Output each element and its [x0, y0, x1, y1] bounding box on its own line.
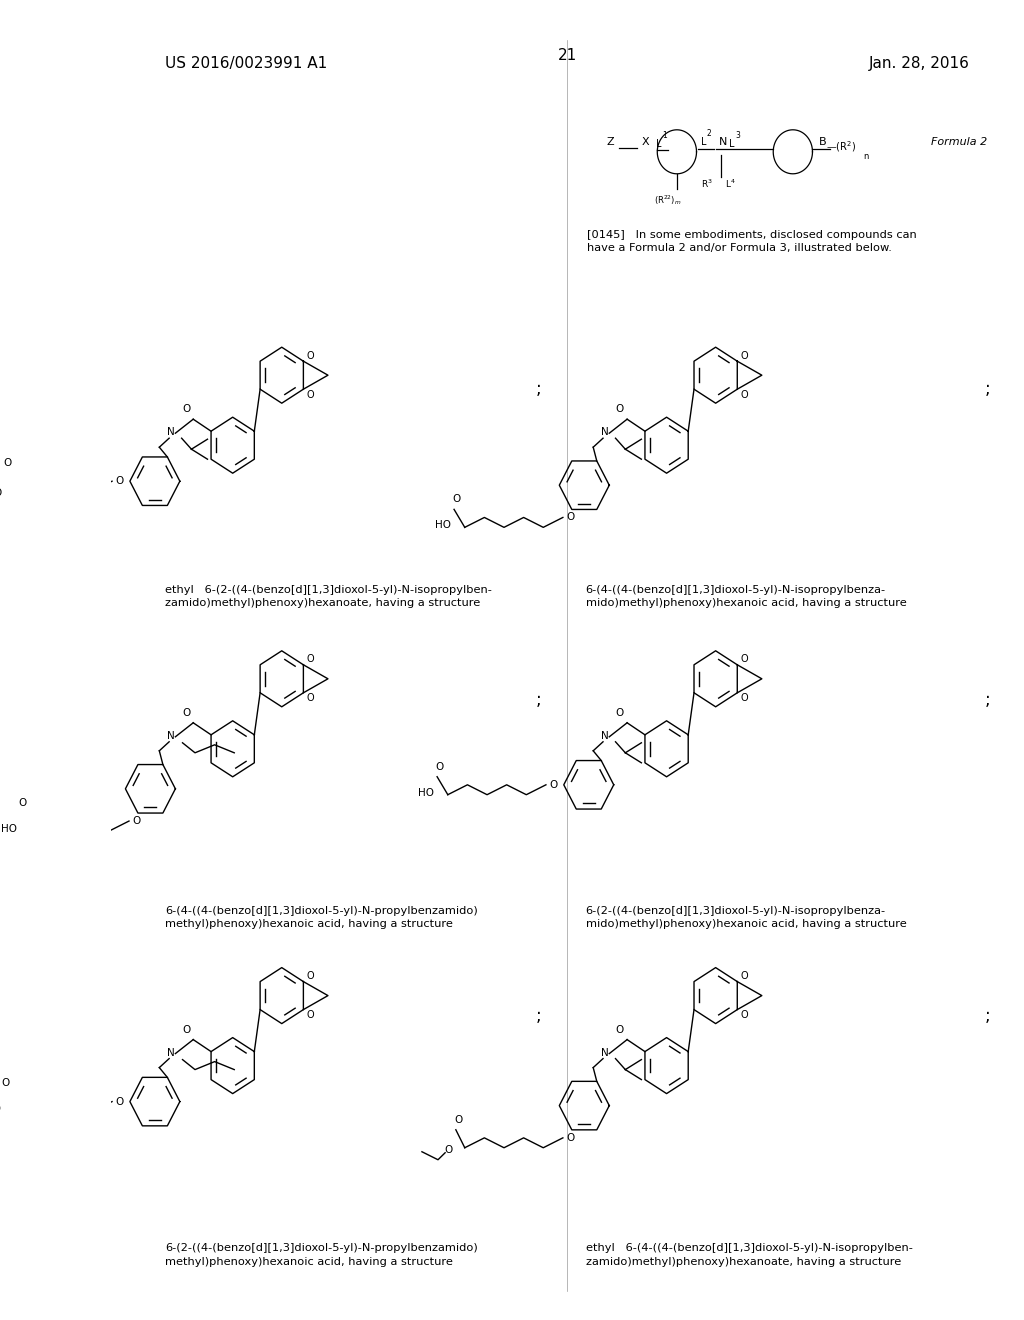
Text: L: L — [700, 137, 707, 147]
Text: O: O — [306, 1010, 314, 1020]
Text: O: O — [444, 1144, 453, 1155]
Text: L: L — [656, 139, 662, 149]
Text: O: O — [306, 351, 314, 360]
Text: O: O — [306, 389, 314, 400]
Text: ethyl   6-(4-((4-(benzo[d][1,3]dioxol-5-yl)-N-isopropylben-
zamido)methyl)phenox: ethyl 6-(4-((4-(benzo[d][1,3]dioxol-5-yl… — [586, 1243, 912, 1267]
Text: O: O — [3, 458, 12, 469]
Text: (R$^{22}$)$_m$: (R$^{22}$)$_m$ — [654, 193, 682, 207]
Text: O: O — [566, 1133, 574, 1143]
Text: O: O — [115, 477, 123, 486]
Text: N: N — [167, 428, 175, 437]
Text: O: O — [615, 404, 624, 414]
Text: O: O — [306, 655, 314, 664]
Text: O: O — [182, 708, 190, 718]
Text: O: O — [740, 1010, 749, 1020]
Text: Z: Z — [606, 137, 613, 147]
Text: O: O — [615, 708, 624, 718]
Text: O: O — [182, 1024, 190, 1035]
Text: O: O — [115, 1097, 123, 1106]
Text: L$^4$: L$^4$ — [725, 178, 736, 190]
Text: O: O — [0, 488, 2, 498]
Text: ;: ; — [985, 690, 990, 709]
Text: HO: HO — [435, 520, 452, 531]
Text: O: O — [435, 762, 444, 772]
Text: HO: HO — [419, 788, 434, 797]
Text: N: N — [719, 137, 727, 147]
Text: O: O — [306, 972, 314, 981]
Text: O: O — [740, 972, 749, 981]
Text: N: N — [601, 1048, 608, 1057]
Text: US 2016/0023991 A1: US 2016/0023991 A1 — [165, 55, 328, 71]
Text: 2: 2 — [707, 129, 712, 139]
Text: O: O — [566, 512, 574, 523]
Text: O: O — [740, 693, 749, 704]
Text: 6-(4-((4-(benzo[d][1,3]dioxol-5-yl)-N-propylbenzamido)
methyl)phenoxy)hexanoic a: 6-(4-((4-(benzo[d][1,3]dioxol-5-yl)-N-pr… — [165, 906, 478, 929]
Text: ;: ; — [536, 1007, 541, 1026]
Text: 21: 21 — [558, 48, 577, 63]
Text: 1: 1 — [663, 131, 667, 140]
Text: X: X — [642, 137, 649, 147]
Text: O: O — [18, 799, 27, 808]
Text: Jan. 28, 2016: Jan. 28, 2016 — [868, 55, 969, 71]
Text: O: O — [182, 404, 190, 414]
Text: O: O — [549, 780, 557, 789]
Text: O: O — [740, 389, 749, 400]
Text: ;: ; — [985, 1007, 990, 1026]
Text: O: O — [740, 655, 749, 664]
Text: O: O — [740, 351, 749, 360]
Text: 6-(2-((4-(benzo[d][1,3]dioxol-5-yl)-N-isopropylbenza-
mido)methyl)phenoxy)hexano: 6-(2-((4-(benzo[d][1,3]dioxol-5-yl)-N-is… — [586, 906, 906, 929]
Text: R$^3$: R$^3$ — [701, 178, 713, 190]
Text: —(R$^2$): —(R$^2$) — [826, 140, 856, 154]
Text: [0145]   In some embodiments, disclosed compounds can
have a Formula 2 and/or Fo: [0145] In some embodiments, disclosed co… — [588, 230, 918, 253]
Text: n: n — [863, 152, 868, 161]
Text: ethyl   6-(2-((4-(benzo[d][1,3]dioxol-5-yl)-N-isopropylben-
zamido)methyl)phenox: ethyl 6-(2-((4-(benzo[d][1,3]dioxol-5-yl… — [165, 585, 493, 609]
Text: N: N — [601, 731, 608, 741]
Text: ;: ; — [536, 380, 541, 399]
Text: L: L — [729, 139, 735, 149]
Text: O: O — [453, 495, 461, 504]
Text: N: N — [167, 731, 175, 741]
Text: N: N — [601, 428, 608, 437]
Text: Formula 2: Formula 2 — [931, 137, 987, 148]
Text: 6-(4-((4-(benzo[d][1,3]dioxol-5-yl)-N-isopropylbenza-
mido)methyl)phenoxy)hexano: 6-(4-((4-(benzo[d][1,3]dioxol-5-yl)-N-is… — [586, 585, 906, 609]
Text: O: O — [615, 1024, 624, 1035]
Text: 3: 3 — [735, 131, 740, 140]
Text: ;: ; — [985, 380, 990, 399]
Text: O: O — [455, 1115, 463, 1125]
Text: HO: HO — [1, 824, 17, 834]
Text: ;: ; — [536, 690, 541, 709]
Text: B: B — [819, 137, 827, 147]
Text: O: O — [2, 1078, 10, 1089]
Text: 6-(2-((4-(benzo[d][1,3]dioxol-5-yl)-N-propylbenzamido)
methyl)phenoxy)hexanoic a: 6-(2-((4-(benzo[d][1,3]dioxol-5-yl)-N-pr… — [165, 1243, 478, 1267]
Text: O: O — [132, 816, 140, 826]
Text: N: N — [167, 1048, 175, 1057]
Text: O: O — [306, 693, 314, 704]
